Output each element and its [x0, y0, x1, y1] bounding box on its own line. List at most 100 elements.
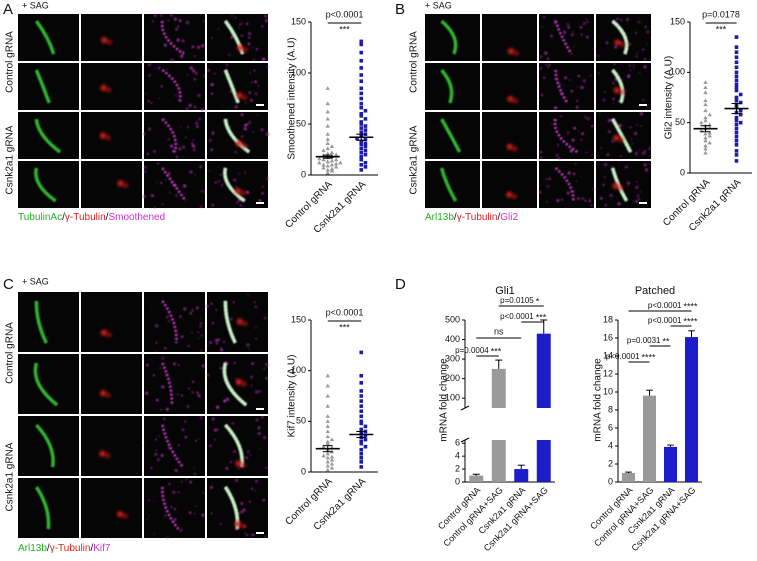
signal-speckle: [198, 337, 200, 340]
signal-streak: [35, 423, 55, 468]
data-point: [707, 133, 712, 138]
signal-speckle: [209, 485, 214, 490]
signal-speckle: [635, 123, 638, 127]
signal-dot: [99, 132, 106, 139]
signal-speckle: [228, 53, 231, 56]
data-point: [359, 399, 364, 403]
data-point: [325, 170, 330, 175]
signal-dot: [235, 140, 242, 147]
data-point: [321, 148, 326, 153]
significance-stars: ***: [491, 346, 502, 356]
signal-speckle: [161, 203, 164, 206]
signal-speckle: [193, 466, 195, 469]
signal-speckle: [253, 69, 256, 72]
tile-background: [81, 112, 142, 159]
signal-speckle: [643, 150, 647, 153]
data-point: [734, 149, 739, 153]
data-point: [325, 414, 330, 418]
signal-speckle: [571, 33, 574, 37]
data-point: [359, 456, 364, 460]
data-point: [703, 85, 708, 90]
y-tick-label: 6: [455, 438, 460, 448]
stain-name: /: [62, 212, 65, 223]
signal-speckle: [160, 181, 163, 185]
signal-speckle: [239, 23, 242, 26]
signal-speckle: [244, 124, 247, 127]
data-point: [738, 100, 743, 105]
signal-speckle: [257, 432, 261, 435]
data-point: [359, 157, 364, 162]
signal-dot: [234, 520, 241, 527]
signal-dot: [236, 92, 243, 99]
bar: [491, 368, 506, 408]
data-point: [333, 164, 339, 169]
micrograph-tile: [482, 161, 537, 208]
data-point: [734, 130, 739, 135]
signal-speckle: [626, 185, 629, 187]
signal-speckle: [578, 130, 580, 133]
signal-speckle: [602, 98, 606, 102]
stain-name: Kif7: [93, 543, 111, 554]
y-tick-label: 8: [608, 404, 613, 414]
signal-speckle: [219, 346, 222, 349]
signal-speckle: [638, 71, 641, 74]
signal-speckle: [211, 131, 215, 135]
signal-speckle: [143, 166, 147, 169]
data-point: [325, 455, 330, 460]
signal-speckle: [639, 112, 643, 116]
micrograph-tile: [144, 63, 206, 112]
signal-dot: [507, 96, 514, 103]
signal-speckle: [244, 101, 247, 104]
signal-speckle: [194, 121, 199, 126]
signal-speckle: [150, 466, 153, 469]
signal-speckle: [245, 22, 249, 26]
data-point: [359, 460, 364, 464]
signal-speckle: [563, 76, 568, 80]
signal-speckle: [248, 348, 250, 350]
data-point: [359, 66, 364, 70]
signal-speckle: [208, 138, 212, 143]
y-tick-label: 50: [296, 416, 306, 426]
signal-streak: [34, 20, 56, 55]
signal-speckle: [143, 444, 145, 447]
signal-speckle: [216, 428, 219, 431]
signal-speckle: [212, 482, 214, 484]
y-tick-label: 0: [680, 167, 685, 177]
signal-speckle: [148, 74, 151, 77]
signal-streak: [161, 69, 182, 104]
signal-speckle: [597, 72, 600, 75]
signal-speckle: [235, 185, 238, 189]
signal-speckle: [181, 145, 186, 149]
signal-speckle: [178, 147, 182, 151]
data-point: [329, 457, 335, 462]
signal-speckle: [606, 42, 609, 44]
data-point: [329, 166, 335, 171]
y-tick-label: 100: [670, 67, 685, 77]
signal-speckle: [579, 26, 583, 29]
signal-speckle: [262, 435, 267, 440]
y-axis-label: mRNA fold change: [439, 358, 450, 442]
signal-speckle: [572, 31, 574, 33]
signal-speckle: [249, 72, 251, 74]
signal-speckle: [194, 71, 198, 75]
signal-speckle: [628, 64, 632, 67]
signal-speckle: [247, 31, 252, 36]
signal-speckle: [611, 81, 615, 85]
micrograph-tile: [207, 14, 269, 62]
signal-speckle: [543, 51, 548, 55]
signal-speckle: [635, 55, 638, 58]
signal-streak: [34, 486, 51, 530]
signal-speckle: [181, 428, 185, 432]
signal-speckle: [582, 21, 586, 26]
signal-speckle: [590, 204, 593, 207]
signal-speckle: [210, 148, 214, 152]
signal-speckle: [237, 172, 240, 175]
signal-speckle: [201, 364, 205, 368]
signal-streak: [33, 362, 59, 407]
signal-speckle: [604, 203, 608, 207]
data-point: [333, 161, 339, 166]
signal-speckle: [191, 309, 194, 312]
data-point: [333, 157, 339, 162]
signal-speckle: [266, 151, 269, 153]
p-value: p=0.0105: [500, 296, 534, 305]
